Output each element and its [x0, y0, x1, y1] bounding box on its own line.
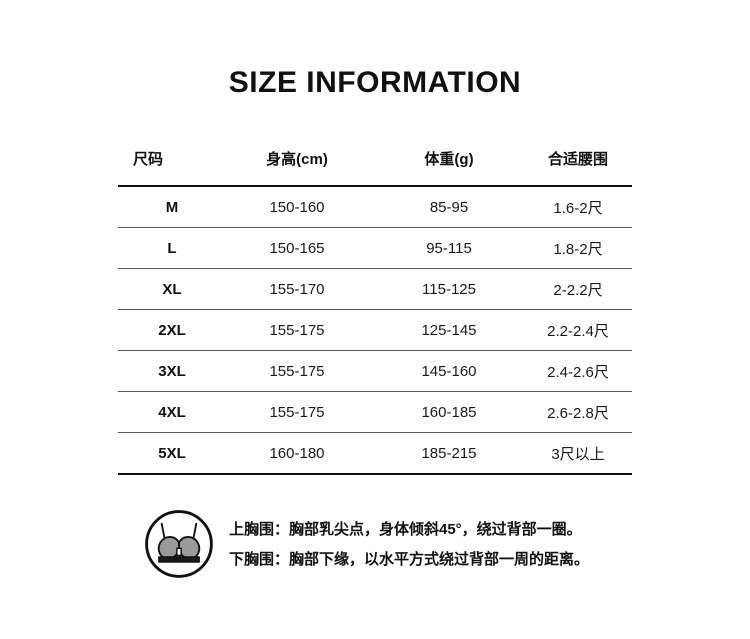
cell-height: 155-175 [226, 391, 376, 433]
cell-weight: 115-125 [376, 268, 516, 310]
table-row: M 150-160 85-95 1.6-2尺 [118, 185, 632, 228]
cell-height: 155-175 [226, 309, 376, 351]
cell-waist: 1.6-2尺 [516, 185, 632, 228]
column-header-size: 尺码 [133, 151, 164, 168]
cell-height: 150-165 [226, 227, 376, 269]
column-header-height: 身高(cm) [266, 151, 328, 168]
cell-height: 150-160 [226, 185, 376, 228]
cell-weight: 145-160 [376, 350, 516, 392]
cell-size: 2XL [118, 309, 226, 351]
cell-waist: 3尺以上 [516, 432, 632, 475]
cell-size: XL [118, 268, 226, 310]
cell-weight: 185-215 [376, 432, 516, 475]
table-body: M 150-160 85-95 1.6-2尺 L 150-165 95-115 … [118, 185, 632, 475]
table-row: 2XL 155-175 125-145 2.2-2.4尺 [118, 309, 632, 351]
cell-weight: 125-145 [376, 309, 516, 351]
cell-waist: 1.8-2尺 [516, 227, 632, 269]
cell-waist: 2.4-2.6尺 [516, 350, 632, 392]
table-row: XL 155-170 115-125 2-2.2尺 [118, 268, 632, 310]
table-row: 5XL 160-180 185-215 3尺以上 [118, 432, 632, 475]
cell-height: 155-170 [226, 268, 376, 310]
cell-size: L [118, 227, 226, 269]
cell-size: M [118, 185, 226, 228]
table-row: L 150-165 95-115 1.8-2尺 [118, 227, 632, 269]
table-row: 4XL 155-175 160-185 2.6-2.8尺 [118, 391, 632, 433]
cell-weight: 160-185 [376, 391, 516, 433]
column-header-weight: 体重(g) [424, 151, 474, 168]
cell-waist: 2.2-2.4尺 [516, 309, 632, 351]
cell-height: 160-180 [226, 432, 376, 475]
cell-waist: 2-2.2尺 [516, 268, 632, 310]
notes-text-block: 上胸围：胸部乳尖点，身体倾斜45°，绕过背部一圈。 下胸围：胸部下缘，以水平方式… [229, 514, 589, 575]
cell-height: 155-175 [226, 350, 376, 392]
note-line-under-bust: 下胸围：胸部下缘，以水平方式绕过背部一周的距离。 [229, 550, 590, 568]
cell-waist: 2.6-2.8尺 [516, 391, 632, 433]
table-header-row: 尺码 身高(cm) 体重(g) 合适腰围 [118, 148, 632, 186]
cell-weight: 95-115 [376, 227, 516, 269]
measurement-notes: 上胸围：胸部乳尖点，身体倾斜45°，绕过背部一圈。 下胸围：胸部下缘，以水平方式… [143, 508, 643, 580]
note-line-upper-bust: 上胸围：胸部乳尖点，身体倾斜45°，绕过背部一圈。 [229, 520, 582, 538]
size-table-container: 尺码 身高(cm) 体重(g) 合适腰围 M 150-160 85-95 1.6… [118, 148, 632, 475]
size-information-table: 尺码 身高(cm) 体重(g) 合适腰围 M 150-160 85-95 1.6… [118, 148, 632, 475]
page-title: SIZE INFORMATION [228, 66, 522, 99]
cell-size: 3XL [118, 350, 226, 392]
cell-weight: 85-95 [376, 185, 516, 228]
cell-size: 4XL [118, 391, 226, 433]
table-header: 尺码 身高(cm) 体重(g) 合适腰围 [118, 148, 632, 186]
column-header-waist: 合适腰围 [547, 151, 608, 168]
cell-size: 5XL [118, 432, 226, 475]
bra-icon [145, 510, 213, 578]
table-row: 3XL 155-175 145-160 2.4-2.6尺 [118, 350, 632, 392]
